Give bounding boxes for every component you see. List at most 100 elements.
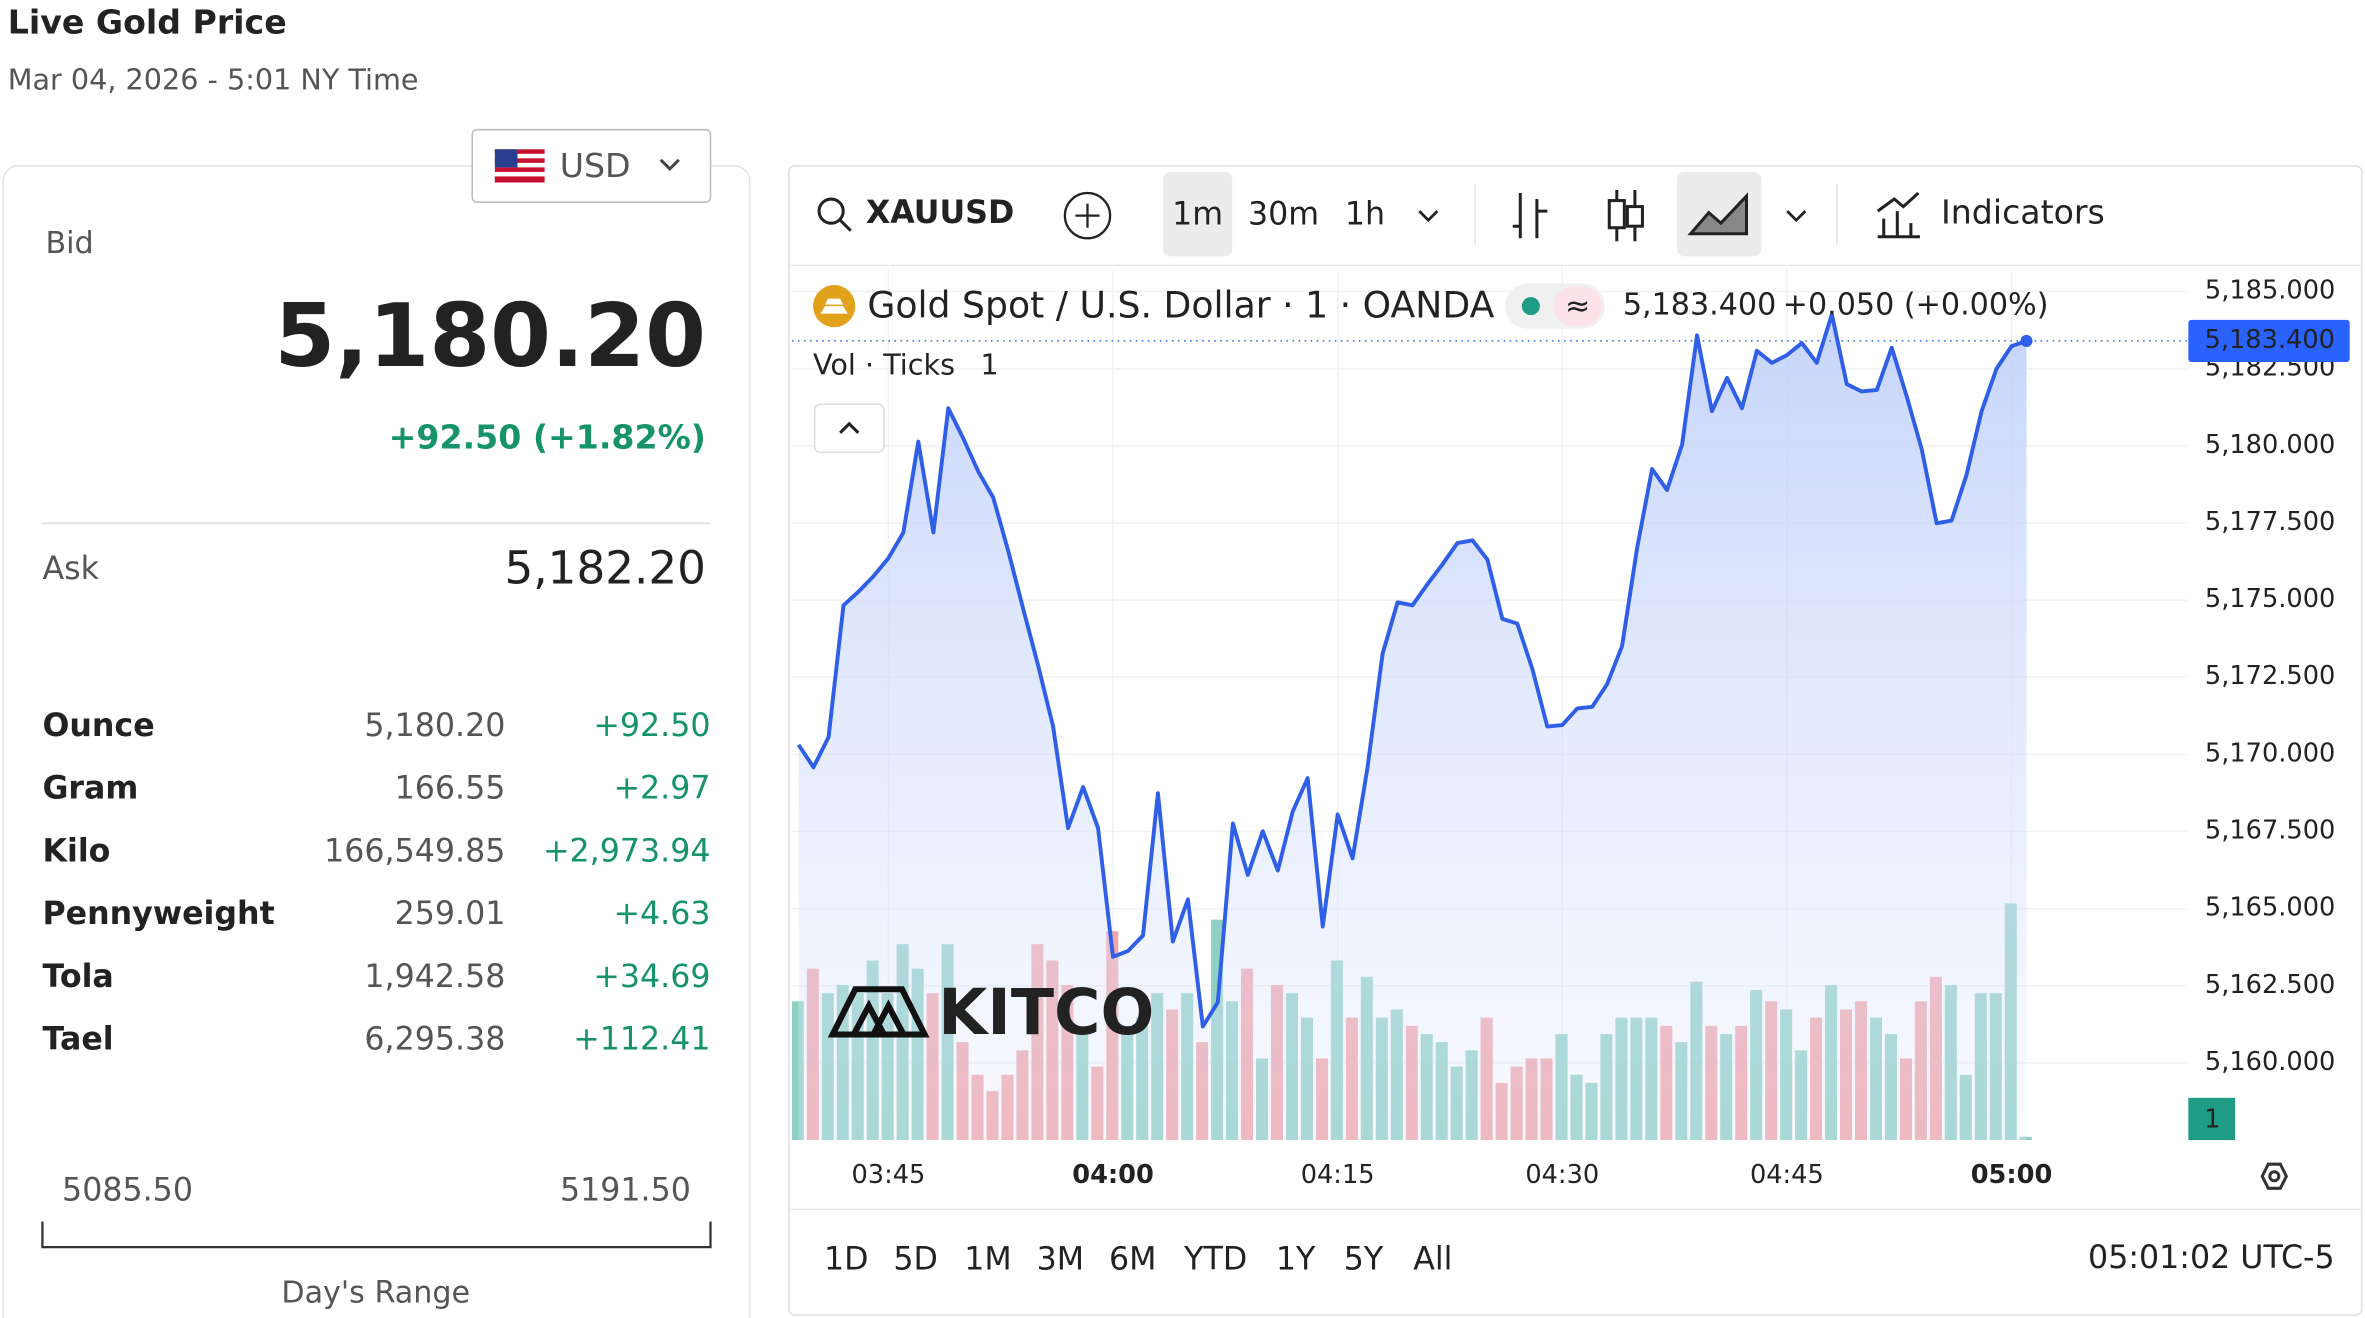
unit-price: 259.01 xyxy=(395,896,506,932)
unit-price: 166,549.85 xyxy=(324,833,505,869)
y-tick-label: 5,165.000 xyxy=(2205,893,2335,923)
chevron xyxy=(659,158,680,172)
y-tick-label: 5,167.500 xyxy=(2205,816,2335,846)
period-button[interactable]: 3M xyxy=(1037,1242,1084,1278)
legend-change: +0.050 (+0.00%) xyxy=(1783,288,2049,323)
delay-icon: ≈ xyxy=(1565,289,1590,324)
x-tick-label: 04:00 xyxy=(1072,1160,1154,1190)
candle-body xyxy=(1607,199,1626,230)
price-area xyxy=(798,314,2027,1141)
y-tick-label: 5,175.000 xyxy=(2205,584,2335,614)
period-button[interactable]: 1M xyxy=(964,1242,1011,1278)
indicators-button[interactable]: Indicators xyxy=(1941,193,2105,232)
volume-badge-value: 1 xyxy=(2204,1104,2220,1134)
collapse-icon xyxy=(839,421,860,434)
price-badge xyxy=(2188,319,2350,363)
x-tick-label: 05:00 xyxy=(1971,1160,2053,1190)
toolbar: XAUUSD 1m 30m 1h Indicators xyxy=(817,171,2105,257)
ask-label: Ask xyxy=(42,551,99,587)
ask-price: 5,182.20 xyxy=(505,542,706,595)
y-tick-label: 5,170.000 xyxy=(2205,738,2335,768)
legend-price: 5,183.400 xyxy=(1623,288,1776,323)
interval-button[interactable]: 1m xyxy=(1172,197,1223,233)
unit-price: 1,942.58 xyxy=(364,959,505,995)
settings-dot xyxy=(2268,1170,2281,1183)
y-tick-label: 5,185.000 xyxy=(2205,276,2335,306)
unit-name: Tael xyxy=(42,1022,113,1058)
bars-icon[interactable] xyxy=(1512,193,1548,239)
logo-mark xyxy=(827,986,930,1038)
gold-bars-icon xyxy=(820,298,848,314)
bid-price: 5,180.20 xyxy=(274,285,706,387)
currency-select[interactable]: USD xyxy=(471,128,712,203)
unit-name: Ounce xyxy=(42,708,154,744)
period-button[interactable]: 6M xyxy=(1109,1242,1156,1278)
price-line xyxy=(796,312,2028,1029)
currency-label[interactable]: USD xyxy=(560,146,631,185)
x-tick-label: 04:15 xyxy=(1301,1160,1375,1190)
price-badge-label: 5,183.400 xyxy=(2205,325,2335,355)
period-button[interactable]: 1D xyxy=(824,1242,869,1278)
unit-change: +92.50 xyxy=(593,708,710,744)
period-button[interactable]: All xyxy=(1413,1242,1452,1278)
volume-badge xyxy=(2188,1097,2236,1141)
volume-bar xyxy=(791,1001,804,1141)
unit-table: Ounce 5,180.20 +92.50 Gram 166.55 +2.97 Kilo 16… xyxy=(42,708,710,1058)
range-high: 5191.50 xyxy=(560,1172,691,1208)
unit-name: Tola xyxy=(42,959,113,995)
settings-hex[interactable] xyxy=(2260,1162,2289,1190)
active-chart-type[interactable] xyxy=(1677,171,1762,257)
timestamp: Mar 04, 2026 - 5:01 NY Time xyxy=(8,62,419,96)
settings-icon[interactable] xyxy=(2260,1162,2289,1190)
range-bracket xyxy=(41,1221,712,1249)
unit-name: Kilo xyxy=(42,833,110,869)
unit-change: +112.41 xyxy=(573,1022,710,1058)
search-icon xyxy=(839,219,852,232)
unit-price: 166.55 xyxy=(395,771,506,807)
period-button[interactable]: 5D xyxy=(893,1242,938,1278)
add-symbol[interactable] xyxy=(1063,191,1112,240)
area-icon xyxy=(1687,192,1749,236)
range-low: 5085.50 xyxy=(62,1172,193,1208)
y-tick-label: 5,162.500 xyxy=(2205,970,2335,1000)
range-label: Day's Range xyxy=(281,1275,470,1310)
interval-button[interactable]: 30m xyxy=(1248,197,1319,233)
symbol[interactable]: XAUUSD xyxy=(866,195,1014,231)
kitco-logo: KITCO xyxy=(827,975,1154,1049)
price-card xyxy=(2,165,751,1318)
indicators-icon[interactable] xyxy=(1876,191,1920,239)
instrument-name: Gold Spot / U.S. Dollar · 1 · OANDA xyxy=(867,284,1494,327)
x-tick-label: 04:30 xyxy=(1525,1160,1599,1190)
period-button[interactable]: 1Y xyxy=(1276,1242,1316,1278)
period-button[interactable]: 5Y xyxy=(1344,1242,1384,1278)
y-tick-label: 5,177.500 xyxy=(2205,507,2335,537)
bid-change: +92.50 (+1.82%) xyxy=(389,417,706,456)
x-tick-label: 04:45 xyxy=(1750,1160,1824,1190)
active-interval xyxy=(1162,171,1233,257)
volume-legend-value: 1 xyxy=(980,347,998,381)
x-tick-label: 03:45 xyxy=(851,1160,925,1190)
logo-text: KITCO xyxy=(938,975,1154,1049)
flag-icon xyxy=(494,149,545,183)
last-point xyxy=(2020,334,2033,347)
page-title: Live Gold Price xyxy=(8,3,287,42)
period-button[interactable]: YTD xyxy=(1183,1242,1247,1278)
currency-box[interactable] xyxy=(471,128,712,203)
unit-change: +2.97 xyxy=(613,771,710,807)
unit-change: +2,973.94 xyxy=(543,833,711,869)
bid-label: Bid xyxy=(45,226,93,261)
unit-price: 6,295.38 xyxy=(364,1022,505,1058)
type-menu[interactable] xyxy=(1786,210,1807,223)
unit-price: 5,180.20 xyxy=(364,708,505,744)
collapse-button[interactable] xyxy=(813,403,885,454)
y-tick-label: 5,172.500 xyxy=(2205,661,2335,691)
unit-change: +4.63 xyxy=(613,896,710,932)
interval-menu[interactable] xyxy=(1418,210,1439,223)
search-icon[interactable] xyxy=(817,197,845,225)
interval-button[interactable]: 1h xyxy=(1345,197,1385,233)
y-tick-label: 5,160.000 xyxy=(2205,1047,2335,1077)
unit-name: Pennyweight xyxy=(42,896,274,932)
volume-legend: Vol · Ticks xyxy=(813,347,955,381)
market-open xyxy=(1521,297,1540,316)
